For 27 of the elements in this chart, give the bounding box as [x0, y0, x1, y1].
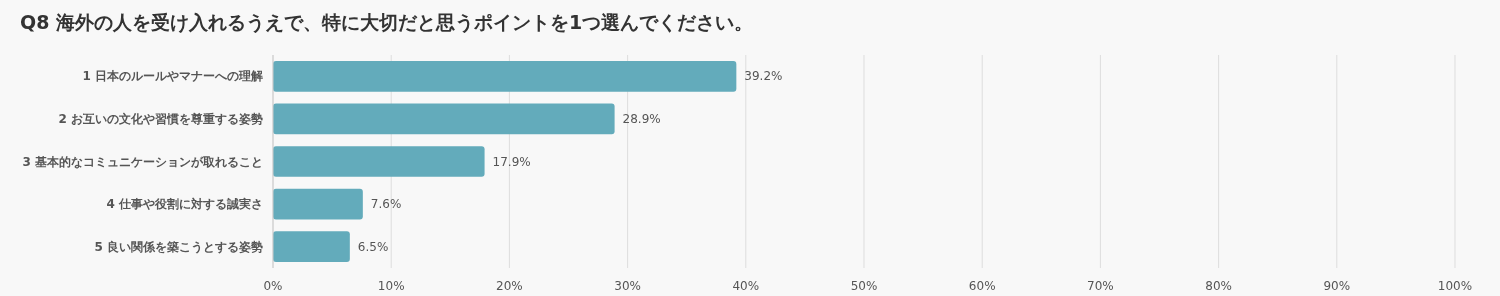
y-tick-label: 1 日本のルールやマナーへの理解: [82, 69, 263, 84]
x-tick-label: 30%: [614, 279, 641, 293]
y-tick-label: 5 良い関係を築こうとする姿勢: [94, 239, 263, 254]
bar: [273, 60, 737, 92]
data-label: 17.9%: [492, 154, 531, 169]
bar: [273, 188, 363, 220]
x-tick-label: 40%: [732, 279, 760, 293]
x-tick-label: 60%: [968, 279, 996, 293]
x-tick-label: 10%: [377, 279, 405, 293]
x-tick-label: 80%: [1205, 279, 1232, 293]
x-tick-label: 70%: [1087, 279, 1114, 293]
x-tick-label: 90%: [1323, 279, 1351, 293]
data-label: 7.6%: [370, 197, 402, 212]
y-tick-label: 3 基本的なコミュニケーションが取れること: [22, 154, 263, 169]
bar: [273, 231, 350, 263]
x-tick-label: 20%: [496, 279, 523, 293]
y-tick-label: 4 仕事や役割に対する誠実さ: [106, 197, 263, 212]
x-tick-label: 0%: [263, 279, 283, 293]
data-label: 6.5%: [357, 239, 389, 254]
x-tick-label: 100%: [1437, 279, 1473, 293]
bar: [273, 146, 485, 177]
data-label: 28.9%: [622, 111, 661, 126]
data-label: 39.2%: [744, 69, 783, 84]
y-tick-label: 2 お互いの文化や習慣を尊重する姿勢: [58, 111, 263, 126]
bar: [273, 103, 615, 135]
x-tick-label: 50%: [850, 279, 878, 293]
chart-title: Q8 海外の人を受け入れるうえで、特に大切だと思うポイントを1つ選んでください。: [20, 11, 754, 34]
